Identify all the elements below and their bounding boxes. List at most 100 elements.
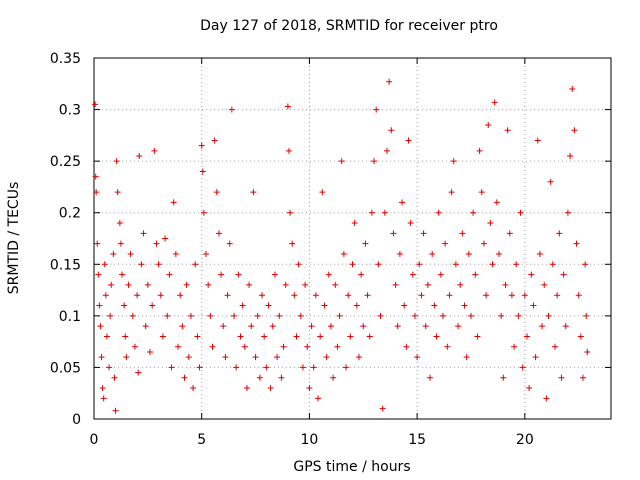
data-point <box>205 281 212 288</box>
data-point <box>164 312 171 319</box>
data-point <box>228 106 235 113</box>
data-point <box>243 385 250 392</box>
data-point <box>153 240 160 247</box>
data-point <box>564 209 571 216</box>
data-point <box>157 292 164 299</box>
data-point <box>92 101 99 108</box>
plot-frame <box>93 57 612 420</box>
data-point <box>285 147 292 154</box>
data-point <box>250 189 257 196</box>
data-point <box>113 158 120 165</box>
data-point <box>218 271 225 278</box>
data-point <box>439 312 446 319</box>
data-point <box>302 281 309 288</box>
data-point <box>463 354 470 361</box>
data-point <box>315 395 322 402</box>
data-point <box>246 281 253 288</box>
data-point <box>239 302 246 309</box>
data-point <box>293 333 300 340</box>
data-point <box>323 354 330 361</box>
data-point <box>166 271 173 278</box>
data-point <box>97 323 104 330</box>
data-point <box>433 333 440 340</box>
data-point <box>125 281 132 288</box>
data-point <box>259 292 266 299</box>
data-point <box>168 364 175 371</box>
data-point <box>306 385 313 392</box>
data-point <box>282 281 289 288</box>
data-point <box>99 385 106 392</box>
data-point <box>480 240 487 247</box>
data-point <box>444 343 451 350</box>
data-point <box>405 137 412 144</box>
data-point <box>131 343 138 350</box>
data-point <box>107 312 114 319</box>
data-point <box>388 127 395 134</box>
data-point <box>215 230 222 237</box>
data-point <box>375 261 382 268</box>
data-point <box>122 333 129 340</box>
data-point <box>379 405 386 412</box>
data-point <box>526 385 533 392</box>
data-point <box>192 261 199 268</box>
data-point <box>93 189 100 196</box>
data-point <box>207 312 214 319</box>
data-point <box>144 281 151 288</box>
data-point <box>442 240 449 247</box>
data-point <box>110 250 117 257</box>
data-point <box>521 292 528 299</box>
data-point <box>172 250 179 257</box>
data-point <box>147 348 154 355</box>
data-point <box>203 250 210 257</box>
data-point <box>198 142 205 149</box>
data-point <box>119 271 126 278</box>
data-point <box>334 343 341 350</box>
data-point <box>181 374 188 381</box>
data-point <box>569 85 576 92</box>
data-point <box>383 147 390 154</box>
data-point <box>347 333 354 340</box>
data-point <box>371 158 378 165</box>
data-point <box>106 364 113 371</box>
x-tick-label: 0 <box>90 432 99 448</box>
data-point <box>284 103 291 110</box>
data-point <box>233 364 240 371</box>
data-point <box>523 333 530 340</box>
data-point <box>140 230 147 237</box>
data-point <box>100 395 107 402</box>
data-point <box>304 343 311 350</box>
data-point <box>377 312 384 319</box>
data-point <box>470 209 477 216</box>
data-point <box>519 364 526 371</box>
data-point <box>358 271 365 278</box>
data-point <box>457 281 464 288</box>
data-point <box>549 261 556 268</box>
y-axis-label: SRMTID / TECUs <box>6 182 22 295</box>
axis-ticks: 0 5 10 15 20 0 0.05 0.1 0.15 0.2 0.25 0.3 0.35 <box>50 51 611 448</box>
data-point <box>355 354 362 361</box>
data-point <box>543 395 550 402</box>
data-point <box>196 364 203 371</box>
data-point <box>170 199 177 206</box>
data-point <box>429 250 436 257</box>
y-tick-label: 0 <box>72 412 81 428</box>
data-point <box>138 261 145 268</box>
data-point <box>351 220 358 227</box>
data-point <box>431 302 438 309</box>
data-point <box>424 281 431 288</box>
data-point <box>95 271 102 278</box>
data-point <box>271 271 278 278</box>
data-point <box>102 292 109 299</box>
data-point <box>455 323 462 330</box>
grid <box>94 58 611 419</box>
data-point <box>584 348 591 355</box>
data-point <box>151 147 158 154</box>
data-point <box>321 302 328 309</box>
data-point <box>224 292 231 299</box>
data-point <box>332 281 339 288</box>
data-point <box>199 168 206 175</box>
data-point <box>317 333 324 340</box>
data-point <box>211 137 218 144</box>
data-point <box>127 250 134 257</box>
data-point <box>575 292 582 299</box>
